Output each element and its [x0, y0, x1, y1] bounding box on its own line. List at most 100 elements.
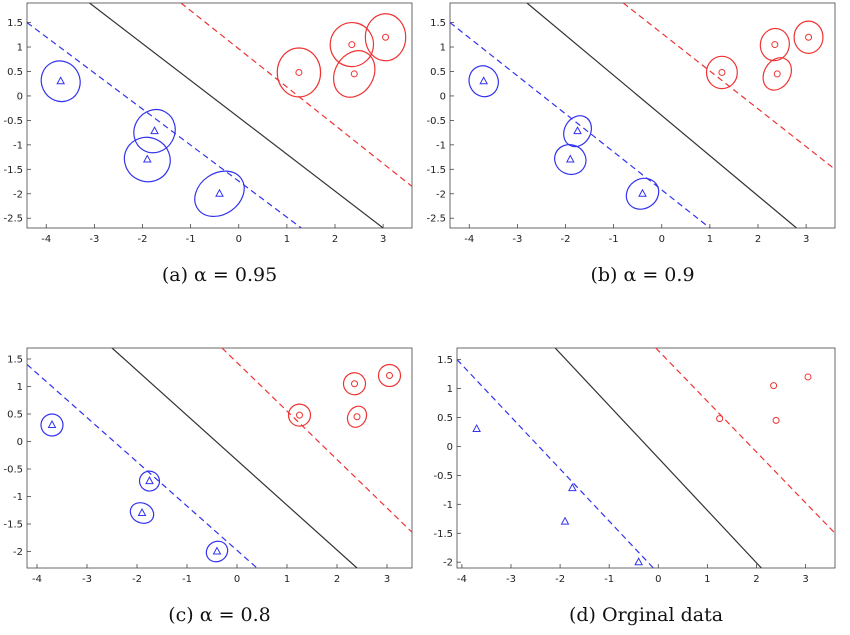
y-tick-label: -1.5	[433, 529, 453, 540]
data-point	[47, 419, 57, 428]
x-tick-label: -1	[609, 234, 619, 245]
x-tick-label: -3	[89, 234, 99, 245]
plot-area	[449, 2, 836, 229]
y-tick-label: 0	[17, 91, 23, 102]
y-tick-label: 1	[17, 382, 23, 393]
x-tick-label: -3	[82, 574, 92, 585]
data-point	[350, 70, 358, 78]
x-tick-label: 2	[332, 234, 338, 245]
uncertainty-ellipse	[123, 136, 171, 183]
margin-line	[450, 22, 711, 228]
caption: (a) α = 0.95	[162, 264, 277, 286]
data-point	[295, 68, 303, 76]
panel: -4 -3 -2 -1 0 1 2 3 -2 -1.5 -1 -0.5 0 0.5 1 1.5 (c) α = …	[3, 347, 413, 626]
y-tick-label: -0.5	[3, 116, 23, 127]
y-tick-label: 1.5	[7, 355, 23, 366]
uncertainty-ellipse	[554, 144, 587, 176]
y-tick-label: 0	[440, 91, 446, 102]
y-tick-label: -2.5	[426, 214, 446, 225]
uncertainty-ellipse	[332, 50, 376, 98]
data-point	[805, 33, 813, 41]
data-point	[150, 126, 159, 135]
plot-content	[27, 3, 412, 228]
x-tick-label: -2	[555, 574, 565, 585]
plot-content	[27, 348, 412, 568]
uncertainty-ellipse	[205, 540, 229, 563]
x-tick-label: -2	[132, 574, 142, 585]
data-point	[348, 41, 356, 49]
x-tick-label: -3	[506, 574, 516, 585]
y-tick-label: -1.5	[3, 520, 23, 531]
y-tick-label: 0.5	[437, 413, 453, 424]
y-tick-label: 1	[440, 43, 446, 54]
y-tick-label: 0	[17, 437, 23, 448]
caption: (d) Orginal data	[569, 604, 723, 626]
y-tick-label: 1.5	[430, 18, 446, 29]
data-point	[212, 546, 222, 555]
x-tick-label: 2	[755, 234, 761, 245]
y-tick-label: 1	[447, 384, 453, 395]
plot-area	[456, 347, 836, 569]
uncertainty-ellipse	[468, 65, 499, 98]
decision-boundary	[111, 348, 358, 568]
uncertainty-ellipse	[329, 21, 375, 68]
plot-content	[457, 348, 835, 568]
uncertainty-ellipse	[276, 47, 322, 98]
margin-line	[27, 364, 258, 568]
data-point	[215, 188, 224, 197]
y-tick-label: -2	[13, 189, 23, 200]
margin-line	[221, 348, 412, 533]
data-point	[718, 68, 726, 76]
uncertainty-ellipse	[625, 177, 660, 210]
data-point	[771, 41, 779, 49]
x-tick-label: -1	[604, 574, 614, 585]
x-tick-label: -2	[138, 234, 148, 245]
x-tick-label: 3	[803, 234, 809, 245]
y-tick-label: -1	[436, 140, 446, 151]
x-tick-label: -4	[457, 574, 467, 585]
y-tick-label: 0	[447, 442, 453, 453]
data-point	[804, 373, 812, 381]
x-tick-label: 3	[384, 574, 390, 585]
data-point	[351, 380, 358, 388]
caption: (b) α = 0.9	[590, 264, 694, 286]
y-tick-label: -2	[443, 558, 453, 569]
x-tick-label: -1	[186, 234, 196, 245]
y-tick-label: 0.5	[7, 410, 23, 421]
y-tick-label: 0.5	[430, 67, 446, 78]
uncertainty-ellipse	[705, 55, 738, 90]
y-tick-label: -2.5	[3, 214, 23, 225]
panel: -4 -3 -2 -1 0 1 2 3 -2 -1.5 -1 -0.5 0 0.5 1 1.5 (d) Orgi…	[433, 347, 836, 626]
y-tick-label: 1.5	[437, 355, 453, 366]
panel: -4 -3 -2 -1 0 1 2 3 -2.5 -2 -1.5 -1 -0.5 0 0.5 1 1.5 (a) …	[3, 2, 413, 286]
data-point	[568, 483, 577, 492]
plot-area	[26, 2, 413, 229]
x-tick-label: 2	[753, 574, 759, 585]
uncertainty-ellipse	[287, 403, 312, 427]
uncertainty-ellipse	[762, 57, 792, 91]
plot-content	[450, 3, 835, 228]
uncertainty-ellipse	[133, 108, 176, 154]
x-tick-label: -1	[182, 574, 192, 585]
data-point	[56, 76, 66, 85]
x-tick-label: 0	[655, 574, 661, 585]
y-tick-label: 1	[17, 43, 23, 54]
data-point	[353, 413, 361, 421]
y-tick-label: -1.5	[3, 165, 23, 176]
uncertainty-ellipse	[346, 405, 368, 428]
data-point	[137, 507, 147, 516]
data-point	[145, 476, 154, 485]
margin-line	[655, 348, 835, 534]
x-tick-label: 0	[659, 234, 665, 245]
y-tick-label: -0.5	[426, 116, 446, 127]
y-tick-label: -1	[443, 500, 453, 511]
data-point	[296, 411, 303, 419]
data-point	[472, 423, 481, 433]
y-tick-label: -1	[13, 492, 23, 503]
uncertainty-ellipse	[377, 363, 402, 388]
x-tick-label: 0	[234, 574, 240, 585]
x-tick-label: 1	[284, 234, 290, 245]
y-tick-label: -1	[13, 140, 23, 151]
caption: (c) α = 0.8	[168, 604, 271, 626]
